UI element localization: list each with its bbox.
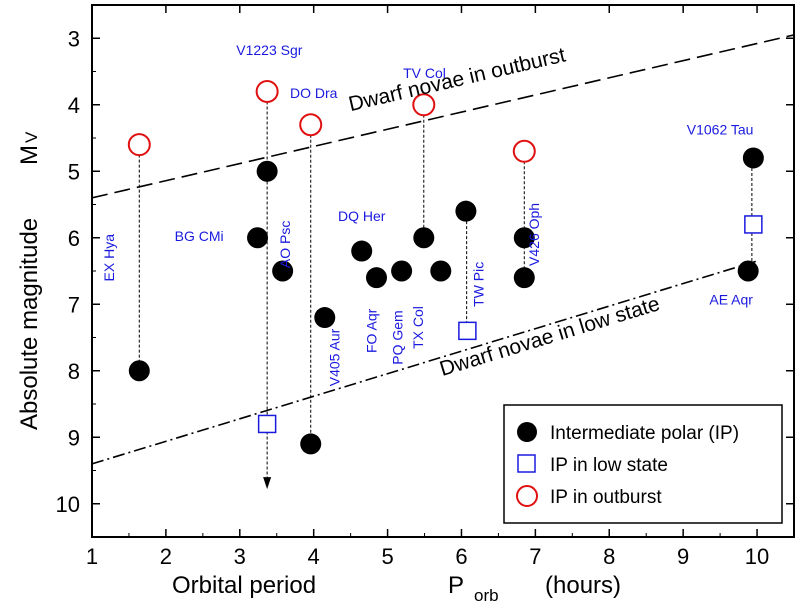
star-label-2: DO Dra (290, 85, 338, 101)
ip-point-4 (300, 433, 322, 455)
reference-line-1 (92, 260, 758, 465)
star-label-3: BG CMi (175, 228, 224, 244)
y-tick-label: 10 (56, 492, 80, 517)
ip-point-12 (513, 227, 535, 249)
x-tick-label: 1 (86, 544, 98, 569)
star-label-1: V1223 Sgr (236, 42, 302, 58)
y-tick-label: 4 (68, 93, 80, 118)
ip-point-11 (455, 200, 477, 222)
star-label-10: TV Col (403, 65, 446, 81)
star-label-8: PQ Gem (389, 310, 405, 364)
x-tick-label: 6 (455, 544, 467, 569)
arrow-head (263, 477, 272, 490)
y-axis-title: Absolute magnitude (16, 218, 43, 430)
outburst-point-4 (512, 139, 536, 163)
x-tick-label: 3 (234, 544, 246, 569)
star-label-12: V426 Oph (526, 203, 542, 266)
ip-point-15 (742, 147, 764, 169)
ip-point-8 (391, 260, 413, 282)
star-label-9: TX Col (410, 306, 426, 349)
y-tick-label: 3 (68, 26, 80, 51)
legend-marker-outburst (516, 485, 538, 507)
legend-marker-low-state (517, 454, 536, 473)
star-label-0: EX Hya (101, 234, 117, 282)
x-axis-subscript: orb (474, 586, 499, 605)
low-state-point-0 (257, 414, 277, 434)
legend-label-ip: Intermediate polar (IP) (550, 423, 739, 444)
ip-point-10 (430, 260, 452, 282)
low-state-point-2 (744, 215, 763, 234)
legend: Intermediate polar (IP) IP in low state … (503, 404, 783, 524)
y-tick-label: 8 (68, 359, 80, 384)
y-tick-label: 6 (68, 226, 80, 251)
legend-label-low-state: IP in low state (550, 455, 668, 476)
y-axis-subscript: V (22, 131, 41, 143)
low-state-point-1 (458, 321, 477, 341)
y-tick-label: 5 (68, 159, 80, 184)
ip-point-6 (351, 240, 373, 262)
outburst-point-3 (412, 93, 436, 117)
ip-point-7 (365, 267, 387, 289)
x-tick-label: 2 (160, 544, 172, 569)
x-axis-unit: (hours) (545, 572, 621, 599)
ip-point-2 (256, 160, 278, 182)
x-axis-title: Orbital period (172, 572, 316, 599)
x-tick-label: 7 (529, 544, 541, 569)
y-tick-label: 9 (68, 425, 80, 450)
star-label-5: V405 Aur (327, 328, 343, 386)
y-axis-symbol: M (16, 145, 43, 165)
ip-point-14 (737, 260, 759, 282)
legend-marker-ip (517, 422, 537, 442)
x-tick-label: 10 (745, 544, 769, 569)
x-axis-symbol: P (448, 572, 464, 599)
legend-label-outburst: IP in outburst (550, 487, 662, 508)
outburst-point-0 (127, 133, 151, 157)
star-label-4: AO Psc (277, 221, 293, 268)
outburst-point-1 (255, 79, 279, 103)
ip-point-3 (272, 260, 294, 282)
star-label-11: TW Pic (471, 262, 487, 307)
reference-line-0 (92, 34, 794, 199)
ip-point-1 (247, 227, 269, 249)
x-tick-label: 5 (381, 544, 393, 569)
star-label-7: FO Aqr (363, 308, 379, 353)
x-tick-label: 9 (677, 544, 689, 569)
legend-box (503, 404, 783, 524)
ip-point-9 (413, 227, 435, 249)
star-label-14: AE Aqr (709, 291, 753, 307)
x-tick-label: 8 (603, 544, 615, 569)
star-label-13: V1062 Tau (687, 122, 754, 138)
outburst-point-2 (299, 113, 323, 137)
y-tick-label: 7 (68, 292, 80, 317)
ip-point-0 (128, 360, 150, 382)
x-tick-label: 4 (308, 544, 320, 569)
star-label-6: DQ Her (338, 208, 386, 224)
ip-point-13 (513, 267, 535, 289)
reference-line-label-0: Dwarf novae in outburst (346, 43, 567, 116)
ip-point-5 (314, 307, 336, 329)
